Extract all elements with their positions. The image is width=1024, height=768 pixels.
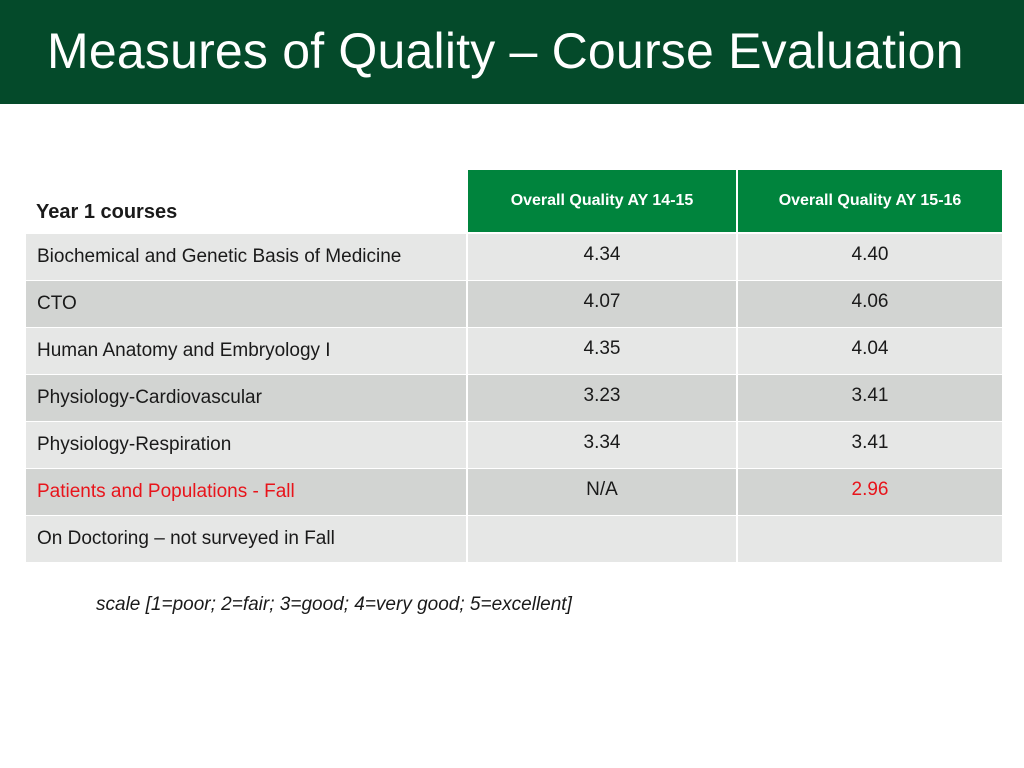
header-ay1516: Overall Quality AY 15-16 — [736, 170, 1002, 232]
course-name: CTO — [26, 281, 466, 327]
table-row: CTO 4.07 4.06 — [26, 281, 1002, 328]
score-ay1516 — [736, 516, 1002, 562]
scale-footnote: scale [1=poor; 2=fair; 3=good; 4=very go… — [96, 594, 572, 615]
score-ay1516: 2.96 — [736, 469, 1002, 515]
course-name: Patients and Populations - Fall — [26, 469, 466, 515]
score-ay1516: 3.41 — [736, 422, 1002, 468]
score-ay1516: 4.04 — [736, 328, 1002, 374]
course-name: On Doctoring – not surveyed in Fall — [26, 516, 466, 562]
header-course: Year 1 courses — [26, 170, 466, 232]
score-ay1516-value: 2.96 — [851, 479, 889, 500]
score-ay1415: 4.07 — [466, 281, 736, 327]
course-name: Physiology-Respiration — [26, 422, 466, 468]
course-evaluation-table: Year 1 courses Overall Quality AY 14-15 … — [26, 170, 1002, 563]
table-row: Patients and Populations - Fall N/A 2.96 — [26, 469, 1002, 516]
score-ay1415-value: 4.35 — [583, 338, 621, 359]
score-ay1516-value: 4.40 — [851, 244, 889, 265]
score-ay1415: 4.35 — [466, 328, 736, 374]
table-row: Physiology-Cardiovascular 3.23 3.41 — [26, 375, 1002, 422]
score-ay1415-value: 4.34 — [583, 244, 621, 265]
score-ay1415-value: 3.23 — [583, 385, 621, 406]
score-ay1516: 3.41 — [736, 375, 1002, 421]
score-ay1516-value: 3.41 — [851, 385, 889, 406]
table-row: Human Anatomy and Embryology I 4.35 4.04 — [26, 328, 1002, 375]
course-name: Biochemical and Genetic Basis of Medicin… — [26, 234, 466, 280]
table-row: Physiology-Respiration 3.34 3.41 — [26, 422, 1002, 469]
score-ay1415: 3.34 — [466, 422, 736, 468]
score-ay1415 — [466, 516, 736, 562]
score-ay1415: 4.34 — [466, 234, 736, 280]
score-ay1415: 3.23 — [466, 375, 736, 421]
slide-title: Measures of Quality – Course Evaluation — [47, 23, 964, 79]
table-row: On Doctoring – not surveyed in Fall — [26, 516, 1002, 563]
course-name: Physiology-Cardiovascular — [26, 375, 466, 421]
score-ay1516: 4.06 — [736, 281, 1002, 327]
title-bar: Measures of Quality – Course Evaluation — [0, 0, 1024, 104]
score-ay1516: 4.40 — [736, 234, 1002, 280]
score-ay1415-value: N/A — [586, 479, 618, 500]
table-row: Biochemical and Genetic Basis of Medicin… — [26, 234, 1002, 281]
score-ay1516-value: 4.06 — [851, 291, 889, 312]
score-ay1415-value: 4.07 — [583, 291, 621, 312]
score-ay1516-value: 4.04 — [851, 338, 889, 359]
score-ay1415-value: 3.34 — [583, 432, 621, 453]
score-ay1415: N/A — [466, 469, 736, 515]
course-name: Human Anatomy and Embryology I — [26, 328, 466, 374]
header-ay1415: Overall Quality AY 14-15 — [466, 170, 736, 232]
table-header-row: Year 1 courses Overall Quality AY 14-15 … — [26, 170, 1002, 234]
score-ay1516-value: 3.41 — [851, 432, 889, 453]
